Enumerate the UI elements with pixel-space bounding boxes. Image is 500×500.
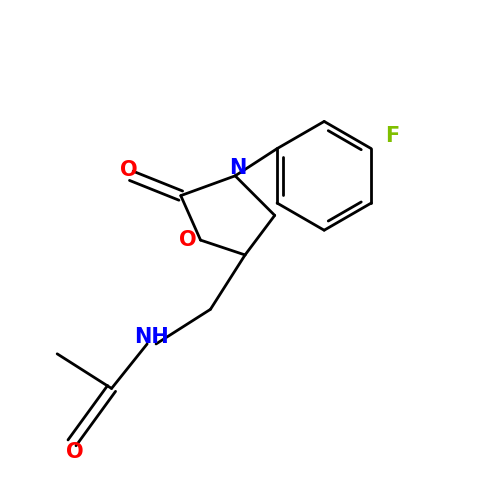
- Text: F: F: [386, 126, 400, 146]
- Text: O: O: [120, 160, 138, 180]
- Text: O: O: [66, 442, 84, 462]
- Text: N: N: [229, 158, 246, 178]
- Text: NH: NH: [134, 326, 168, 346]
- Text: O: O: [180, 230, 197, 250]
